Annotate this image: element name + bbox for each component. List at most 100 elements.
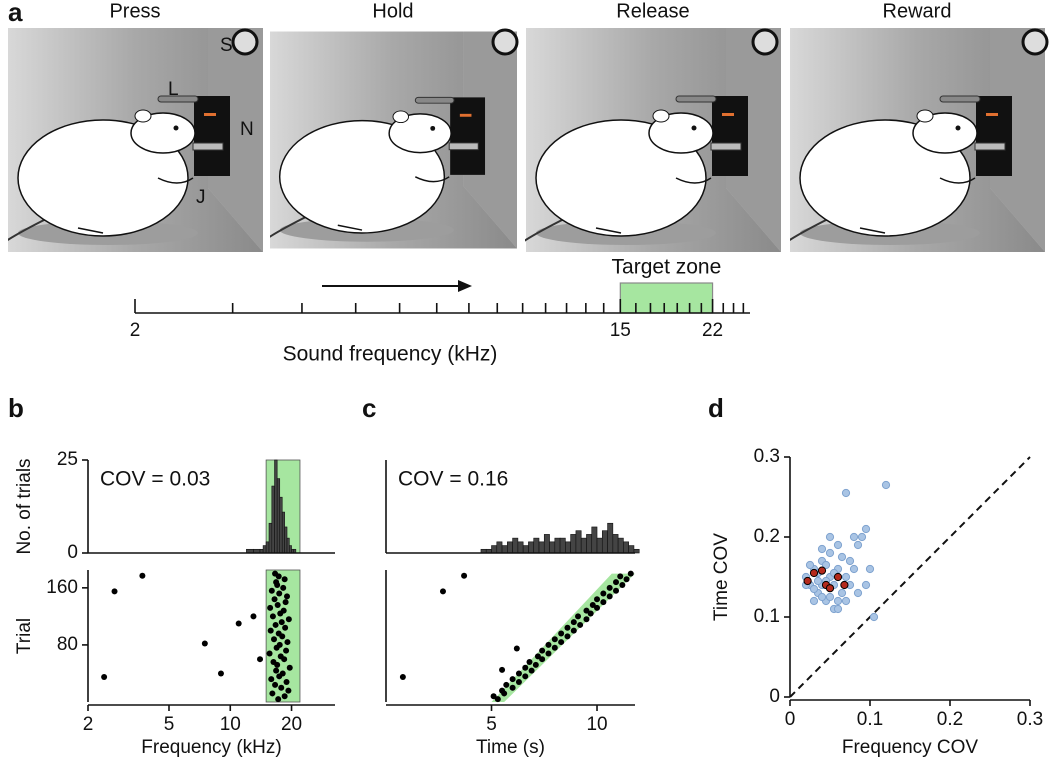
point (617, 573, 624, 580)
point (825, 548, 835, 558)
point (853, 540, 863, 550)
bar (276, 478, 281, 554)
point (285, 687, 292, 694)
point (809, 568, 819, 578)
bar (580, 537, 587, 554)
bar (268, 522, 273, 554)
point (275, 630, 282, 637)
point (267, 604, 274, 611)
x-tick-label: 0.1 (857, 709, 883, 730)
x-tick-label: 20 (281, 714, 302, 735)
point (551, 644, 558, 651)
point (825, 532, 835, 542)
point (522, 673, 529, 680)
y-tick-label: 0.3 (754, 446, 780, 467)
x-tick-label: 5 (486, 714, 497, 735)
bar (538, 541, 545, 554)
point (280, 584, 287, 591)
bar (491, 545, 498, 554)
point (509, 684, 516, 691)
point (283, 647, 290, 654)
point (623, 576, 630, 583)
y-axis-label: Trial (14, 618, 35, 654)
point (250, 613, 257, 620)
point (809, 596, 819, 606)
bar (601, 530, 608, 554)
y-tick-label: 0 (769, 686, 780, 707)
part-label: N (240, 119, 254, 140)
speaker (751, 28, 779, 56)
point (817, 566, 827, 575)
x-tick-label: 15 (610, 320, 631, 341)
bar (528, 541, 535, 554)
point (513, 645, 520, 652)
bar (591, 526, 598, 554)
point (499, 666, 506, 673)
point (266, 650, 273, 657)
bar (265, 541, 270, 554)
speaker (491, 28, 519, 56)
bar (623, 541, 629, 554)
point (283, 679, 290, 686)
x-axis-label: Time (s) (476, 737, 545, 758)
point (270, 636, 277, 643)
point (606, 593, 613, 600)
point (841, 572, 851, 582)
point (558, 630, 565, 637)
point (857, 532, 867, 542)
point (825, 592, 835, 602)
point (594, 604, 601, 611)
point (272, 621, 279, 628)
point (269, 613, 276, 620)
illustration-title: Release (616, 0, 689, 22)
point (564, 633, 571, 640)
point (809, 584, 819, 594)
point (803, 576, 812, 586)
point (813, 576, 823, 586)
target-label: Target zone (612, 256, 722, 279)
point (613, 579, 620, 586)
target-band (491, 573, 635, 702)
point (268, 587, 275, 594)
point (869, 612, 879, 622)
y-axis-label: No. of trials (14, 458, 35, 554)
point (833, 572, 843, 582)
point (849, 532, 859, 542)
bar (286, 537, 290, 554)
point (111, 588, 118, 595)
x-tick-label: 22 (702, 320, 723, 341)
point (627, 570, 634, 577)
point (600, 599, 607, 606)
y-tick-label: 0.2 (754, 526, 780, 547)
point (281, 693, 288, 700)
bar (289, 545, 292, 554)
point (545, 641, 552, 648)
point (270, 659, 277, 666)
point (841, 488, 851, 498)
y-axis-label: Time COV (711, 533, 732, 621)
point (551, 636, 558, 643)
point (276, 641, 283, 648)
point (539, 656, 546, 663)
point (271, 596, 278, 603)
point (267, 627, 274, 634)
point (528, 667, 535, 674)
point (499, 687, 506, 694)
point (526, 659, 533, 666)
point (583, 607, 590, 614)
point (840, 580, 849, 590)
point (825, 584, 835, 593)
point (606, 584, 613, 591)
point (575, 613, 582, 620)
point (272, 681, 279, 688)
diagonal (789, 456, 1031, 698)
point (861, 524, 871, 534)
point (570, 627, 577, 634)
point (821, 560, 831, 570)
bar (522, 545, 529, 554)
bar (496, 541, 503, 554)
bar (607, 522, 614, 554)
part-label: S (220, 35, 233, 56)
point (139, 572, 146, 579)
point (257, 656, 264, 663)
